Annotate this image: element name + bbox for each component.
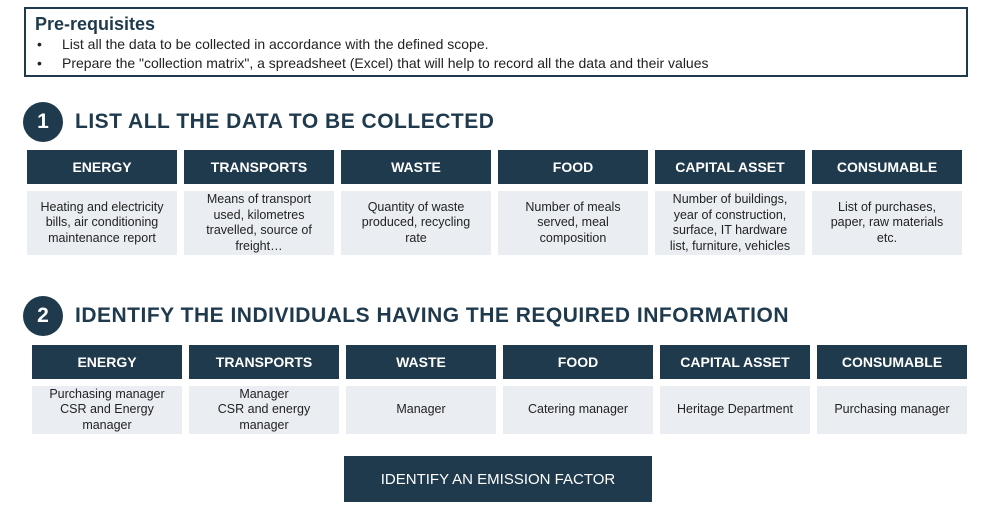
category-description: Means of transport used, kilometres trav… — [184, 191, 334, 255]
category-header: TRANSPORTS — [184, 150, 334, 184]
step-number-badge: 1 — [23, 102, 63, 142]
category-column-energy: ENERGY Heating and electricity bills, ai… — [27, 150, 177, 255]
bullet-icon: • — [37, 36, 42, 52]
list-item: • Prepare the "collection matrix", a spr… — [35, 54, 956, 73]
category-header: WASTE — [346, 345, 496, 379]
category-description: Number of meals served, meal composition — [498, 191, 648, 255]
category-header: CONSUMABLE — [817, 345, 967, 379]
step-1-heading: 1 LIST ALL THE DATA TO BE COLLECTED — [23, 102, 494, 142]
step-number-badge: 2 — [23, 296, 63, 336]
contact-column-transports: TRANSPORTS Manager CSR and energy manage… — [189, 345, 339, 434]
contact-description: Heritage Department — [660, 386, 810, 434]
responsible-individuals-grid: ENERGY Purchasing manager CSR and Energy… — [32, 345, 974, 434]
list-item: • List all the data to be collected in a… — [35, 35, 956, 54]
step-2-heading: 2 IDENTIFY THE INDIVIDUALS HAVING THE RE… — [23, 296, 789, 336]
category-column-waste: WASTE Quantity of waste produced, recycl… — [341, 150, 491, 255]
contact-description: Manager CSR and energy manager — [189, 386, 339, 434]
prerequisites-box: Pre-requisites • List all the data to be… — [24, 7, 968, 77]
category-column-transports: TRANSPORTS Means of transport used, kilo… — [184, 150, 334, 255]
contact-column-capital-asset: CAPITAL ASSET Heritage Department — [660, 345, 810, 434]
step-title: LIST ALL THE DATA TO BE COLLECTED — [75, 110, 495, 133]
contact-column-consumable: CONSUMABLE Purchasing manager — [817, 345, 967, 434]
contact-column-energy: ENERGY Purchasing manager CSR and Energy… — [32, 345, 182, 434]
prerequisite-text: List all the data to be collected in acc… — [62, 36, 489, 52]
contact-column-waste: WASTE Manager — [346, 345, 496, 434]
contact-description: Catering manager — [503, 386, 653, 434]
category-column-capital-asset: CAPITAL ASSET Number of buildings, year … — [655, 150, 805, 255]
contact-description: Purchasing manager CSR and Energy manage… — [32, 386, 182, 434]
prerequisites-list: • List all the data to be collected in a… — [35, 35, 956, 73]
data-categories-grid: ENERGY Heating and electricity bills, ai… — [27, 150, 969, 255]
contact-description: Purchasing manager — [817, 386, 967, 434]
category-header: CONSUMABLE — [812, 150, 962, 184]
category-header: WASTE — [341, 150, 491, 184]
category-description: Quantity of waste produced, recycling ra… — [341, 191, 491, 255]
contact-description: Manager — [346, 386, 496, 434]
category-description: Number of buildings, year of constructio… — [655, 191, 805, 255]
step-title: IDENTIFY THE INDIVIDUALS HAVING THE REQU… — [75, 304, 790, 327]
identify-emission-factor-button[interactable]: IDENTIFY AN EMISSION FACTOR — [344, 456, 652, 502]
category-header: CAPITAL ASSET — [660, 345, 810, 379]
category-header: ENERGY — [32, 345, 182, 379]
category-description: Heating and electricity bills, air condi… — [27, 191, 177, 255]
category-header: FOOD — [498, 150, 648, 184]
category-header: CAPITAL ASSET — [655, 150, 805, 184]
category-column-consumable: CONSUMABLE List of purchases, paper, raw… — [812, 150, 962, 255]
category-header: TRANSPORTS — [189, 345, 339, 379]
contact-column-food: FOOD Catering manager — [503, 345, 653, 434]
category-header: FOOD — [503, 345, 653, 379]
category-header: ENERGY — [27, 150, 177, 184]
prerequisite-text: Prepare the "collection matrix", a sprea… — [62, 55, 709, 71]
category-column-food: FOOD Number of meals served, meal compos… — [498, 150, 648, 255]
prerequisites-title: Pre-requisites — [35, 14, 156, 34]
category-description: List of purchases, paper, raw materials … — [812, 191, 962, 255]
bullet-icon: • — [37, 55, 42, 71]
